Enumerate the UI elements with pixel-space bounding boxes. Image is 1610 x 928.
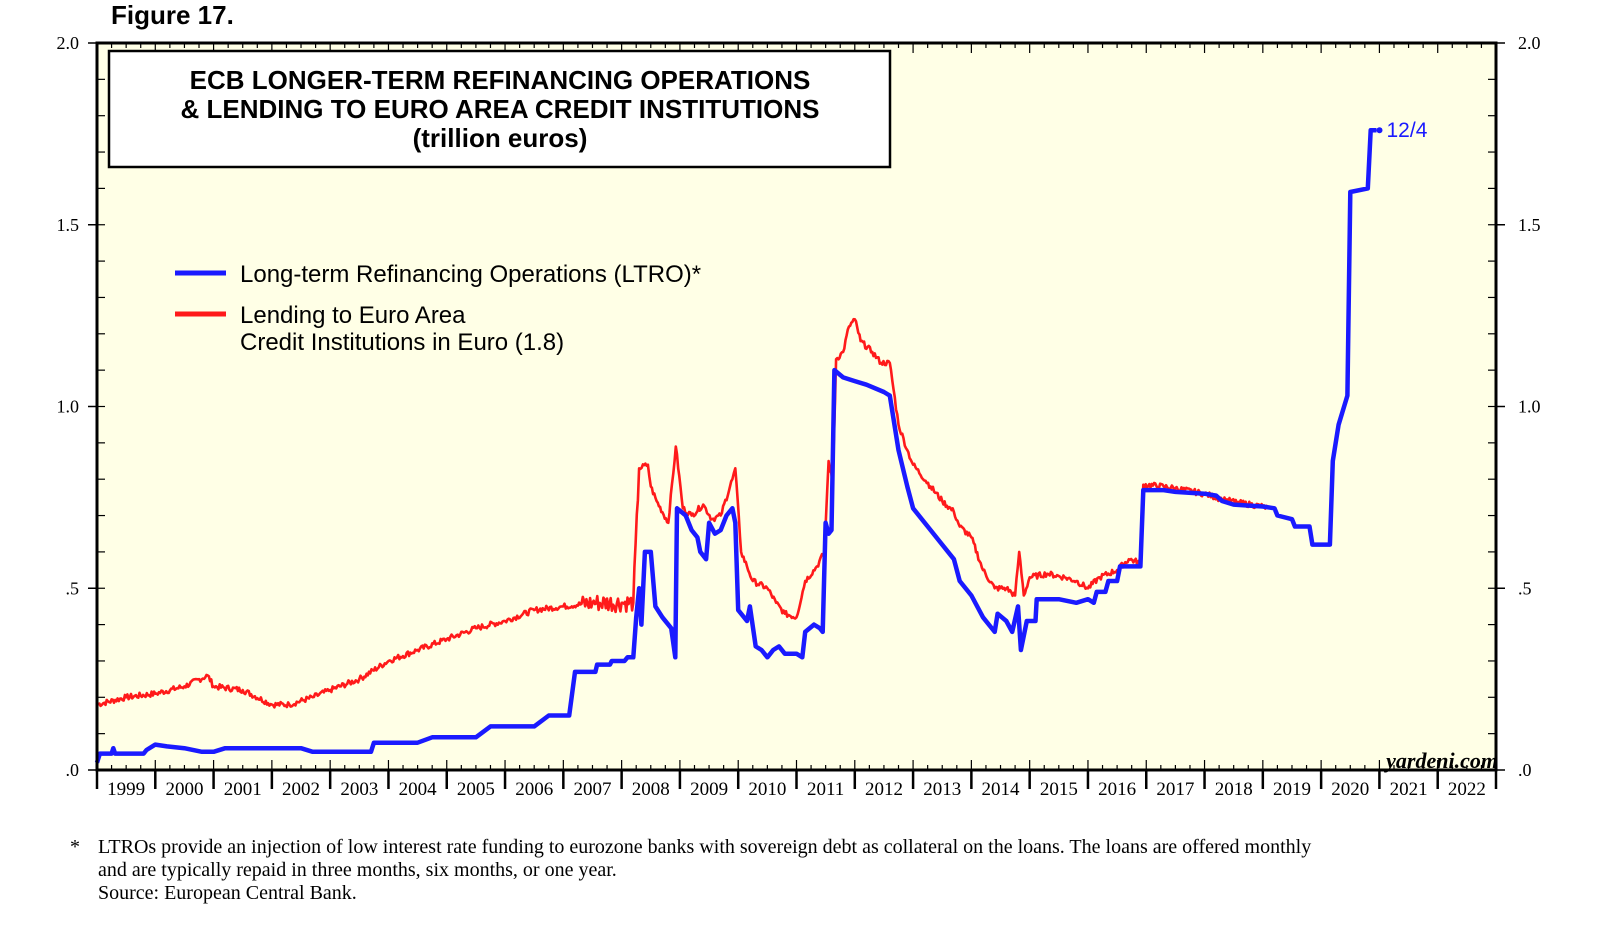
x-tick-label: 2010 [748,779,786,800]
y-tick-label-left: 1.5 [57,215,80,235]
x-tick-label: 2022 [1448,779,1486,800]
chart-subtitle: (trillion euros) [413,123,588,153]
x-tick-label: 2007 [573,779,611,800]
x-tick-label: 2017 [1156,779,1194,800]
y-tick-label-left: 2.0 [57,33,80,53]
chart-title-line-1: ECB LONGER-TERM REFINANCING OPERATIONS [190,65,811,95]
footnote-marker: * [70,836,80,858]
y-tick-label-left: 1.0 [57,397,80,417]
figure-label: Figure 17. [111,0,234,30]
x-tick-label: 2003 [340,779,378,800]
x-tick-label: 2001 [224,779,262,800]
x-tick-label: 2012 [865,779,903,800]
y-tick-label-left: .0 [66,760,80,780]
y-tick-label-right: 1.5 [1518,215,1541,235]
x-tick-label: 2005 [457,779,495,800]
y-tick-label-right: 1.0 [1518,397,1541,417]
legend: Long-term Refinancing Operations (LTRO)*… [175,261,701,356]
end-point-marker [1376,127,1383,134]
footnote-source: Source: European Central Bank. [98,882,357,904]
chart-title-line-2: & LENDING TO EURO AREA CREDIT INSTITUTIO… [181,94,820,124]
x-tick-label: 2015 [1040,779,1078,800]
y-tick-label-right: 2.0 [1518,33,1541,53]
series-line-lending [96,317,1270,709]
x-tick-label: 2018 [1215,779,1253,800]
title-box: ECB LONGER-TERM REFINANCING OPERATIONS &… [107,49,892,169]
watermark: yardeni.com [1383,748,1498,773]
x-tick-label: 2014 [982,779,1021,800]
x-tick-label: 2016 [1098,779,1136,800]
x-tick-label: 2009 [690,779,728,800]
x-tick-label: 2004 [399,779,438,800]
series-layer [94,127,1383,764]
legend-label-ltro: Long-term Refinancing Operations (LTRO)* [240,261,701,288]
x-tick-label: 2019 [1273,779,1311,800]
x-tick-label: 2002 [282,779,320,800]
x-tick-label: 2021 [1390,779,1428,800]
y-tick-label-right: .5 [1518,578,1532,598]
x-tick-label: 1999 [107,779,145,800]
x-tick-label: 2020 [1331,779,1369,800]
legend-label-lending-line-1: Lending to Euro Area [240,302,466,329]
axis-labels: .0 .0 .5 .5 1.0 1.0 1.5 1.5 2.0 2.0 1999 2000 2001 20… [57,33,1541,800]
x-tick-label: 2006 [515,779,553,800]
footnote: * LTROs provide an injection of low inte… [70,836,1530,905]
footnote-line-2: and are typically repaid in three months… [98,859,617,881]
legend-label-lending-line-2: Credit Institutions in Euro (1.8) [240,329,564,356]
x-tick-label: 2013 [923,779,961,800]
footnote-line-1: LTROs provide an injection of low intere… [98,836,1312,858]
x-tick-label: 2008 [632,779,670,800]
series-line-ltro [94,127,1377,764]
x-tick-label: 2000 [165,779,203,800]
y-tick-label-left: .5 [66,578,80,598]
y-tick-label-right: .0 [1518,760,1532,780]
x-tick-label: 2011 [807,779,844,800]
end-date-annotation: 12/4 [1387,119,1428,142]
plot-frame [95,41,1498,772]
